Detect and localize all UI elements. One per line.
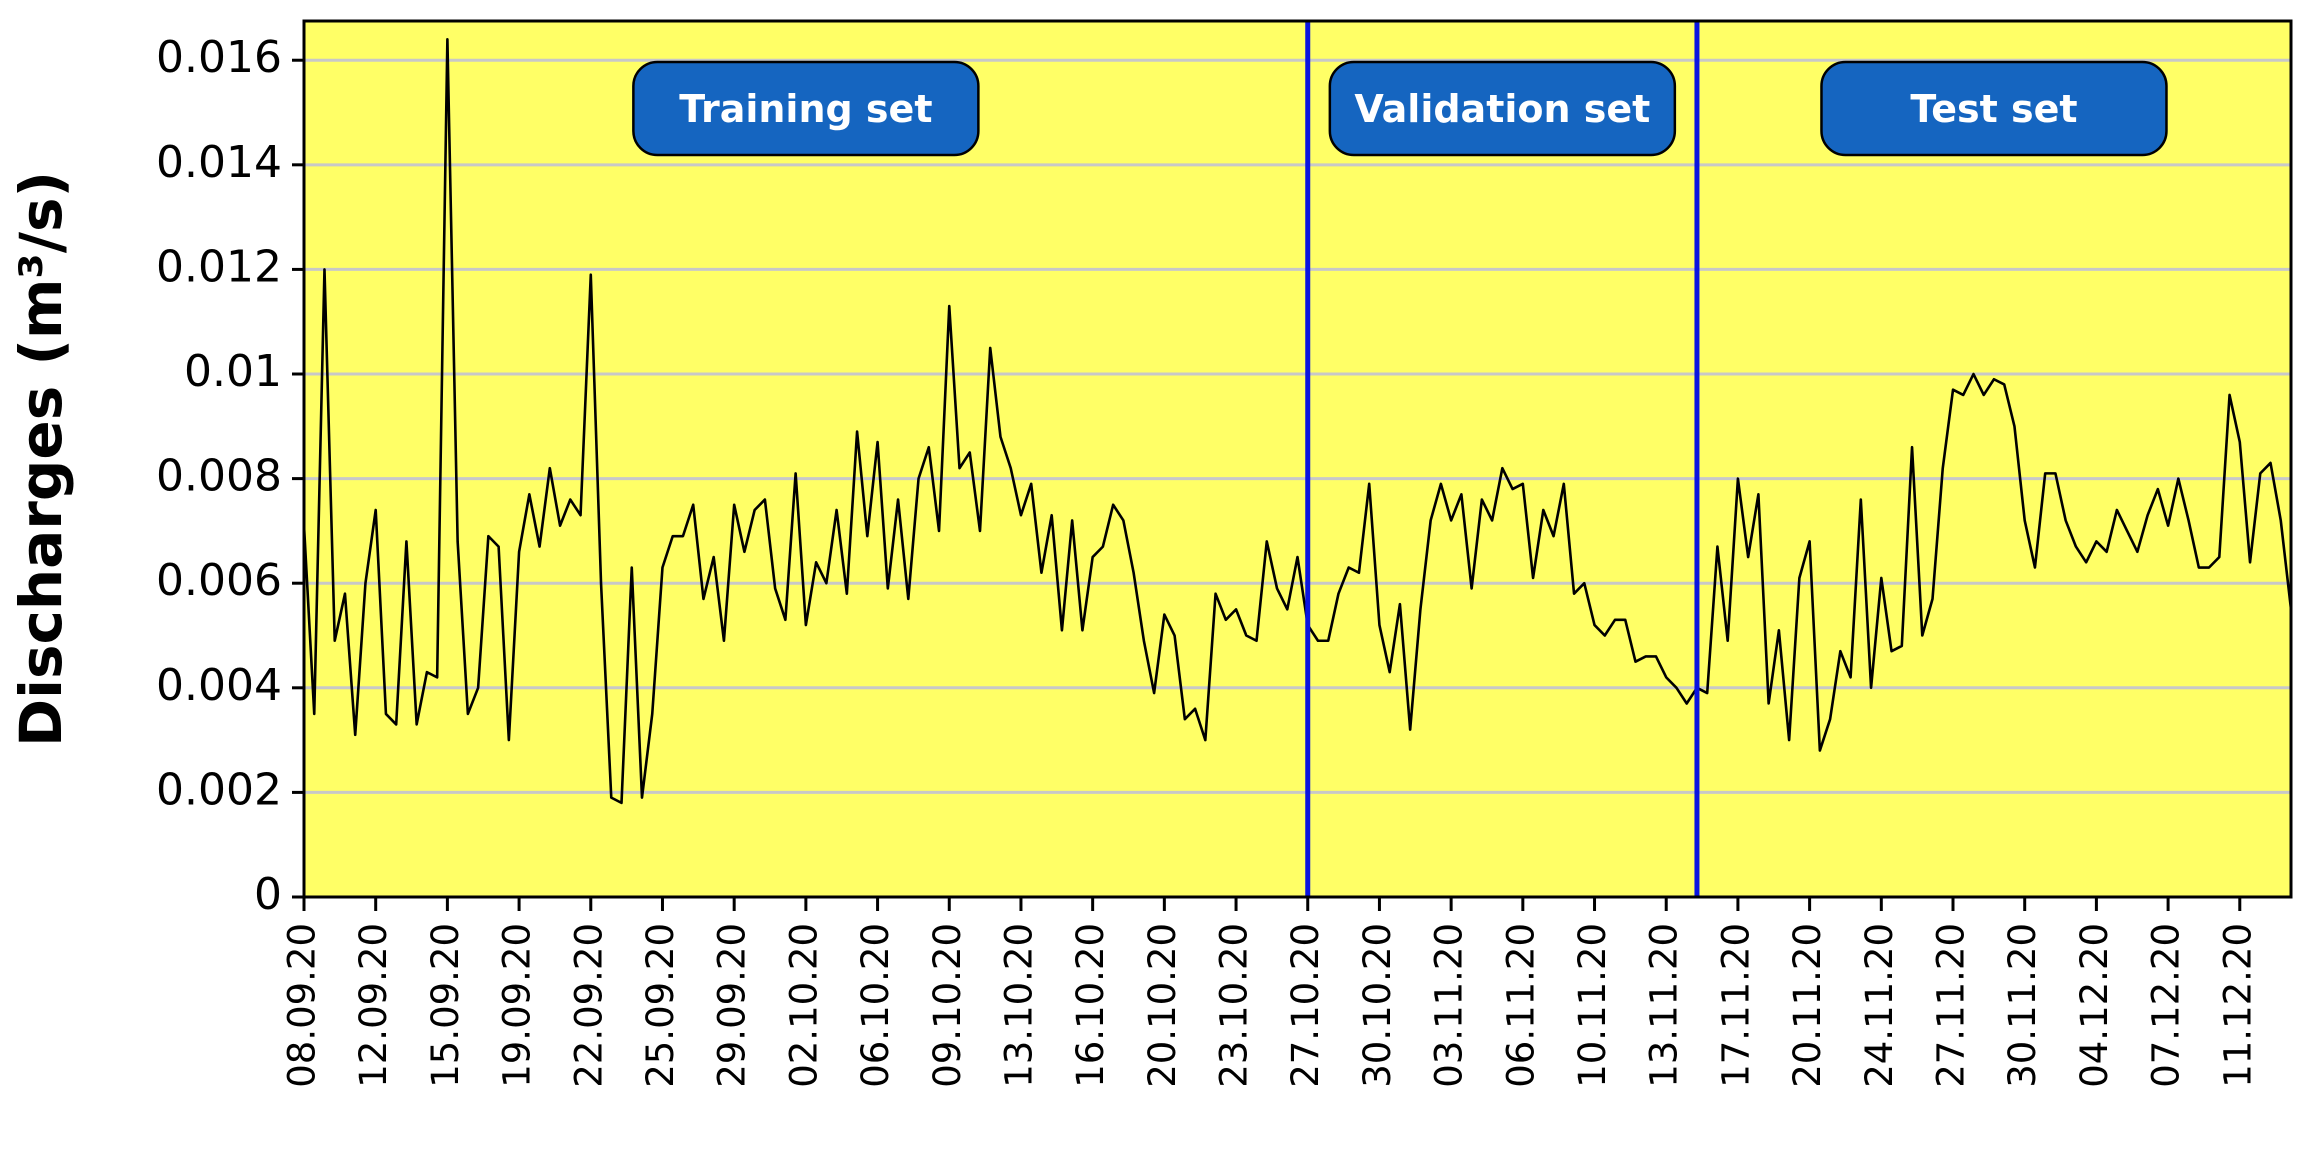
x-tick-label: 16.10.20 [1069,923,1112,1088]
x-tick-label: 10.11.20 [1571,923,1614,1088]
x-tick-label: 13.11.20 [1643,923,1686,1088]
annotation-label: Validation set [1354,87,1650,131]
x-tick-label: 20.10.20 [1141,923,1184,1088]
x-tick-label: 08.09.20 [281,923,324,1088]
x-tick-label: 06.10.20 [854,923,897,1088]
x-tick-label: 29.09.20 [711,923,754,1088]
x-tick-label: 19.09.20 [496,923,539,1088]
annotation-label: Test set [1910,87,2077,131]
annotation-box [1328,60,1677,157]
x-tick-label: 02.10.20 [782,923,825,1088]
y-tick-label: 0.004 [156,660,282,711]
x-tick-label: 04.12.20 [2073,923,2116,1088]
annotation-box [1820,60,2168,157]
y-axis-title: Discharges (m³/s) [7,171,75,747]
y-tick-label: 0.006 [156,555,282,606]
x-tick-label: 22.09.20 [567,923,610,1088]
x-tick-label: 17.11.20 [1714,923,1757,1088]
y-tick-label: 0.01 [184,346,282,397]
y-tick-label: 0.008 [156,451,282,502]
y-tick-label: 0.014 [156,137,282,188]
x-tick-label: 09.10.20 [926,923,969,1088]
plot-background [304,21,2291,897]
x-tick-label: 25.09.20 [639,923,682,1088]
plot-frame [302,19,2293,899]
x-tick-label: 27.11.20 [1930,923,1973,1088]
y-tick-label: 0.016 [156,32,282,83]
x-tick-label: 27.10.20 [1284,923,1327,1088]
data-line [302,38,2293,805]
y-tick-label: 0.012 [156,241,282,292]
x-tick-label: 11.12.20 [2216,923,2259,1088]
annotation-box [632,60,980,157]
x-tick-label: 15.09.20 [424,923,467,1088]
y-tick-label: 0 [254,869,282,920]
x-tick-label: 24.11.20 [1858,923,1901,1088]
x-tick-label: 12.09.20 [352,923,395,1088]
x-tick-label: 07.12.20 [2145,923,2188,1088]
x-tick-label: 20.11.20 [1786,923,1829,1088]
x-tick-label: 03.11.20 [1428,923,1471,1088]
x-tick-label: 06.11.20 [1499,923,1542,1088]
x-tick-label: 30.11.20 [2001,923,2044,1088]
x-tick-label: 13.10.20 [997,923,1040,1088]
x-tick-label: 23.10.20 [1213,923,1256,1088]
y-tick-label: 0.002 [156,764,282,815]
x-tick-label: 30.10.20 [1356,923,1399,1088]
annotation-label: Training set [679,87,932,131]
